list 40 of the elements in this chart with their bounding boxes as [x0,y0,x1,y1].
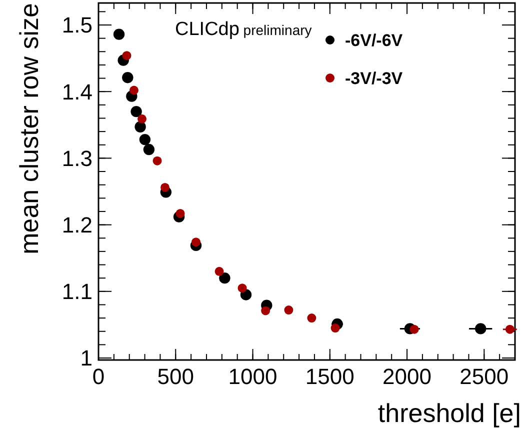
y-tick-label: 1.1 [62,279,92,304]
point [143,144,155,156]
y-tick-label: 1.4 [62,79,92,104]
point [307,314,316,323]
legend-label: -6V/-6V [345,30,404,50]
legend-label: -3V/-3V [345,68,404,88]
point [191,238,200,247]
x-tick-label: 500 [157,364,194,389]
point [160,182,170,192]
point [505,324,514,334]
point [130,106,142,118]
point [139,134,151,146]
point [238,284,247,293]
point [176,208,185,218]
x-tick-label: 0 [92,364,105,389]
point [138,114,146,124]
point [475,323,486,334]
point [122,72,134,84]
point [330,324,340,333]
point [219,272,230,284]
point [261,306,270,316]
point [284,306,294,315]
x-tick-label: 1000 [228,364,278,389]
point [129,86,138,95]
y-tick-label: 1.2 [62,212,92,238]
annotation: CLICdp preliminary [175,19,312,40]
point [113,28,125,40]
y-axis-title: mean cluster row size [14,3,44,254]
y-tick-label: 1.5 [62,12,92,38]
x-tick-label: 2000 [382,364,432,389]
x-tick-label: 2500 [460,364,509,389]
point [152,156,162,166]
point [134,121,146,132]
y-tick-label: 1 [80,346,92,371]
point [410,324,419,334]
point [214,266,224,276]
x-tick-label: 1500 [305,364,354,389]
x-axis-title: threshold [e] [378,398,521,428]
point [122,51,132,60]
y-tick-label: 1.3 [62,146,92,171]
